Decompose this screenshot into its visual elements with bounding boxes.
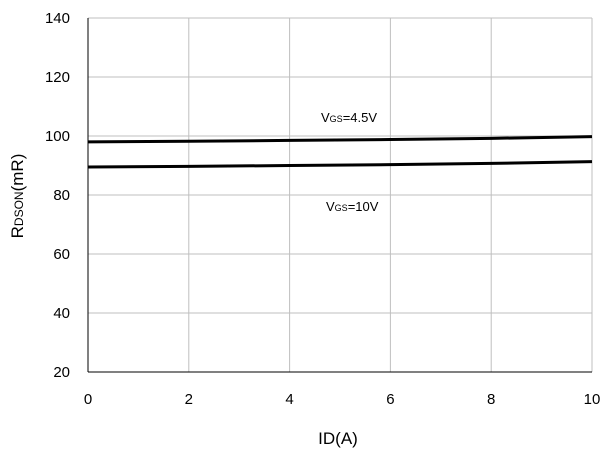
series-lines xyxy=(87,135,593,169)
y-tick-label: 80 xyxy=(53,187,70,204)
x-tick-label: 0 xyxy=(84,391,92,408)
axes xyxy=(87,18,592,373)
y-tick-label: 40 xyxy=(53,305,70,322)
y-tick-label: 140 xyxy=(45,10,70,27)
series-label-vgs-4-5v: VGS=4.5V xyxy=(321,110,377,125)
x-tick-label: 6 xyxy=(386,391,394,408)
series-label-vgs-10v: VGS=10V xyxy=(326,199,379,214)
y-tick-label: 100 xyxy=(45,128,70,145)
x-tick-label: 2 xyxy=(185,391,193,408)
series-line-1 xyxy=(87,160,593,169)
y-tick-label: 120 xyxy=(45,69,70,86)
tick-labels: 20 40 60 80 100 120 140 0 2 4 6 8 10 xyxy=(45,10,600,408)
grid xyxy=(87,17,593,373)
x-tick-label: 4 xyxy=(285,391,293,408)
y-tick-label: 60 xyxy=(53,246,70,263)
x-tick-label: 10 xyxy=(584,391,600,408)
y-tick-label: 20 xyxy=(53,364,70,381)
x-tick-label: 8 xyxy=(487,391,495,408)
y-axis-title: RDSON(mR) xyxy=(8,154,27,239)
series-line-0 xyxy=(87,135,593,144)
x-axis-title: ID(A) xyxy=(318,429,358,448)
